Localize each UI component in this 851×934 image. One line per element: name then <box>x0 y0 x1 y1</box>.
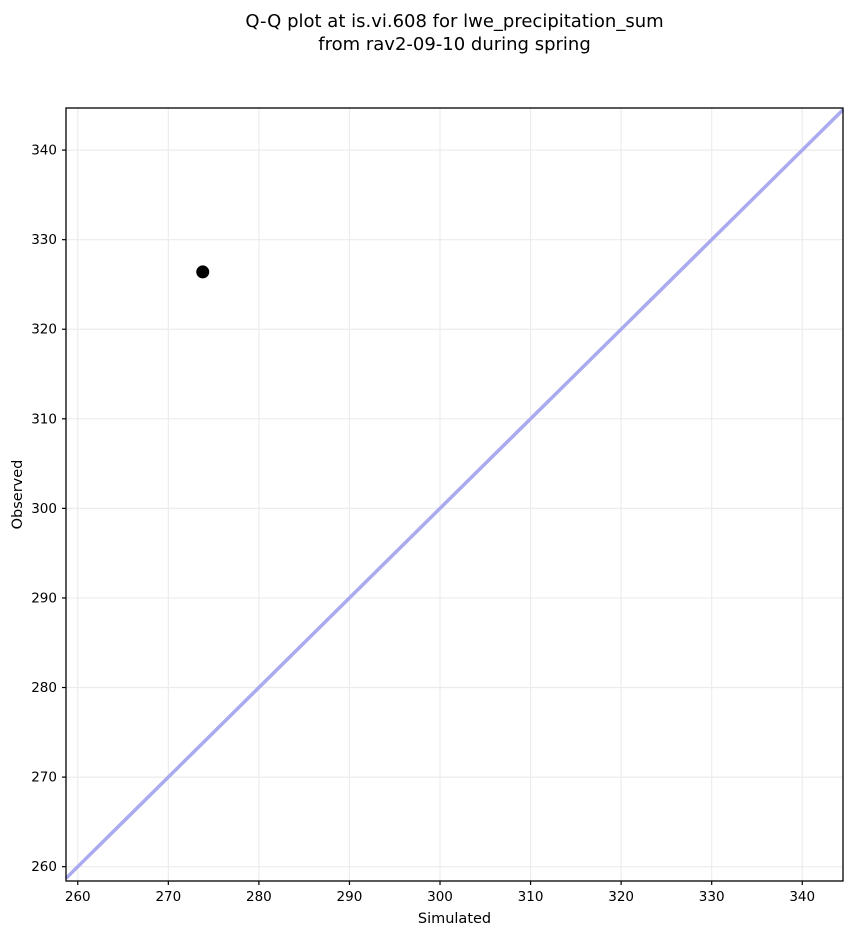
y-tick-label-330: 330 <box>31 232 57 248</box>
y-axis-label: Observed <box>10 460 26 530</box>
chart-title-line-2: from rav2-09-10 during spring <box>318 34 591 55</box>
x-tick-label-260: 260 <box>65 889 91 905</box>
y-tick-label-260: 260 <box>31 859 57 875</box>
y-tick-label-280: 280 <box>31 680 57 696</box>
axes-box <box>65 107 844 882</box>
grid-layer <box>66 108 843 881</box>
x-tick-label-300: 300 <box>427 889 453 905</box>
x-tick-label-340: 340 <box>789 889 815 905</box>
series-layer <box>64 108 845 880</box>
x-tick-label-320: 320 <box>608 889 634 905</box>
x-axis-label: Simulated <box>418 911 491 927</box>
y-tick-label-300: 300 <box>31 501 57 517</box>
chart-title-line-1: Q-Q plot at is.vi.608 for lwe_precipitat… <box>245 11 663 32</box>
y-tick-label-310: 310 <box>31 411 57 427</box>
data-point-0 <box>196 265 210 279</box>
x-tick-label-330: 330 <box>699 889 725 905</box>
x-tick-label-270: 270 <box>155 889 181 905</box>
x-tick-label-310: 310 <box>518 889 544 905</box>
tick-layer: 260 270 280 290 300 310 320 330 340 260 270 280 290 3… <box>31 143 815 905</box>
spine-layer <box>65 107 844 882</box>
x-tick-label-290: 290 <box>337 889 363 905</box>
y-tick-label-340: 340 <box>31 143 57 159</box>
y-tick-label-270: 270 <box>31 770 57 786</box>
identity-line <box>64 108 845 880</box>
y-tick-label-320: 320 <box>31 322 57 338</box>
x-tick-label-280: 280 <box>246 889 272 905</box>
y-tick-label-290: 290 <box>31 590 57 606</box>
